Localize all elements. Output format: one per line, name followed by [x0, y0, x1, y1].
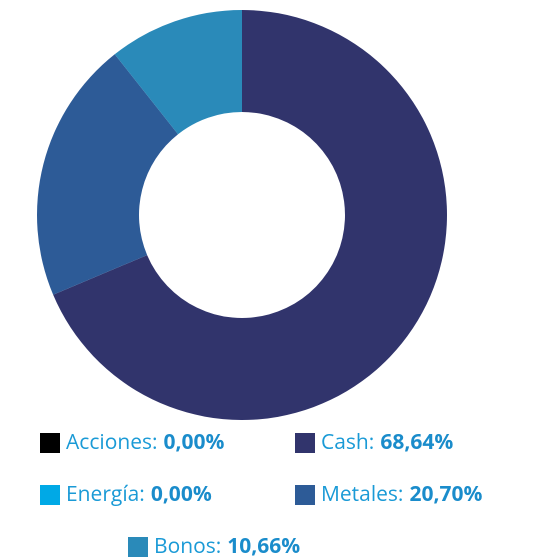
legend-name: Energía:	[66, 480, 145, 508]
legend-value: 0,00%	[151, 480, 212, 508]
donut-segment	[53, 10, 447, 420]
legend-swatch	[40, 485, 60, 505]
legend-value: 0,00%	[164, 428, 225, 456]
legend-name: Metales:	[321, 480, 403, 508]
legend-value: 20,70%	[409, 480, 482, 508]
donut-segment	[37, 54, 179, 295]
legend-label: Energía: 0,00%	[66, 480, 212, 508]
legend-name: Bonos:	[154, 532, 221, 560]
legend-name: Cash:	[321, 428, 374, 456]
legend-label: Acciones: 0,00%	[66, 428, 225, 456]
donut-segment	[114, 9, 242, 135]
legend-swatch	[295, 433, 315, 453]
legend-name: Acciones:	[66, 428, 158, 456]
legend-label: Cash: 68,64%	[321, 428, 453, 456]
legend-value: 68,64%	[380, 428, 453, 456]
legend-swatch	[40, 433, 60, 453]
legend-label: Metales: 20,70%	[321, 480, 482, 508]
legend-swatch	[295, 485, 315, 505]
legend-value: 10,66%	[227, 532, 300, 560]
legend-swatch	[128, 537, 148, 557]
legend-label: Bonos: 10,66%	[154, 532, 300, 560]
